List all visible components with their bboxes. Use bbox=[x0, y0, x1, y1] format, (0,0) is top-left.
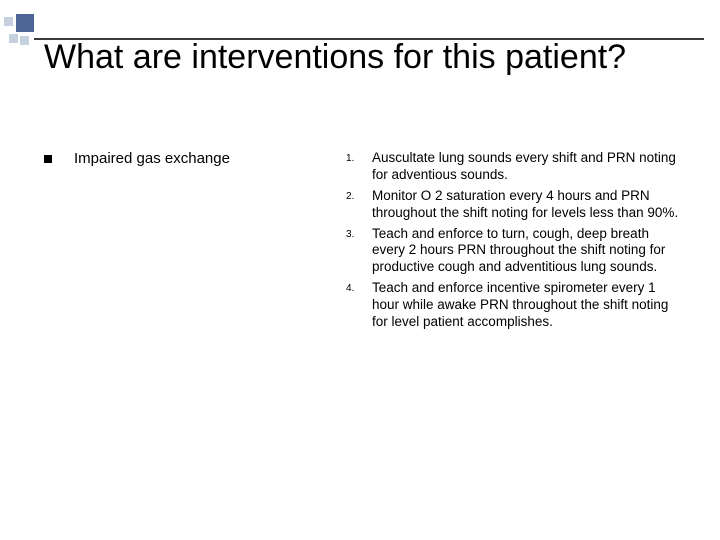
diagnosis-text: Impaired gas exchange bbox=[74, 150, 230, 167]
list-item: 4. Teach and enforce incentive spiromete… bbox=[344, 280, 684, 331]
list-item: 3. Teach and enforce to turn, cough, dee… bbox=[344, 226, 684, 277]
item-number: 2. bbox=[344, 188, 372, 202]
slide-body: Impaired gas exchange 1. Auscultate lung… bbox=[44, 150, 684, 335]
item-number: 1. bbox=[344, 150, 372, 164]
item-text: Teach and enforce to turn, cough, deep b… bbox=[372, 226, 684, 277]
slide-title: What are interventions for this patient? bbox=[44, 38, 684, 77]
left-column: Impaired gas exchange bbox=[44, 150, 344, 335]
square-icon bbox=[4, 17, 13, 26]
interventions-list: 1. Auscultate lung sounds every shift an… bbox=[344, 150, 684, 335]
item-text: Teach and enforce incentive spirometer e… bbox=[372, 280, 684, 331]
list-item: 1. Auscultate lung sounds every shift an… bbox=[344, 150, 684, 184]
square-icon bbox=[9, 34, 18, 43]
slide: What are interventions for this patient?… bbox=[0, 0, 720, 540]
bullet-icon bbox=[44, 155, 52, 163]
item-number: 3. bbox=[344, 226, 372, 240]
square-icon bbox=[16, 14, 34, 32]
list-item: 2. Monitor O 2 saturation every 4 hours … bbox=[344, 188, 684, 222]
item-number: 4. bbox=[344, 280, 372, 294]
square-icon bbox=[20, 36, 29, 45]
item-text: Monitor O 2 saturation every 4 hours and… bbox=[372, 188, 684, 222]
item-text: Auscultate lung sounds every shift and P… bbox=[372, 150, 684, 184]
